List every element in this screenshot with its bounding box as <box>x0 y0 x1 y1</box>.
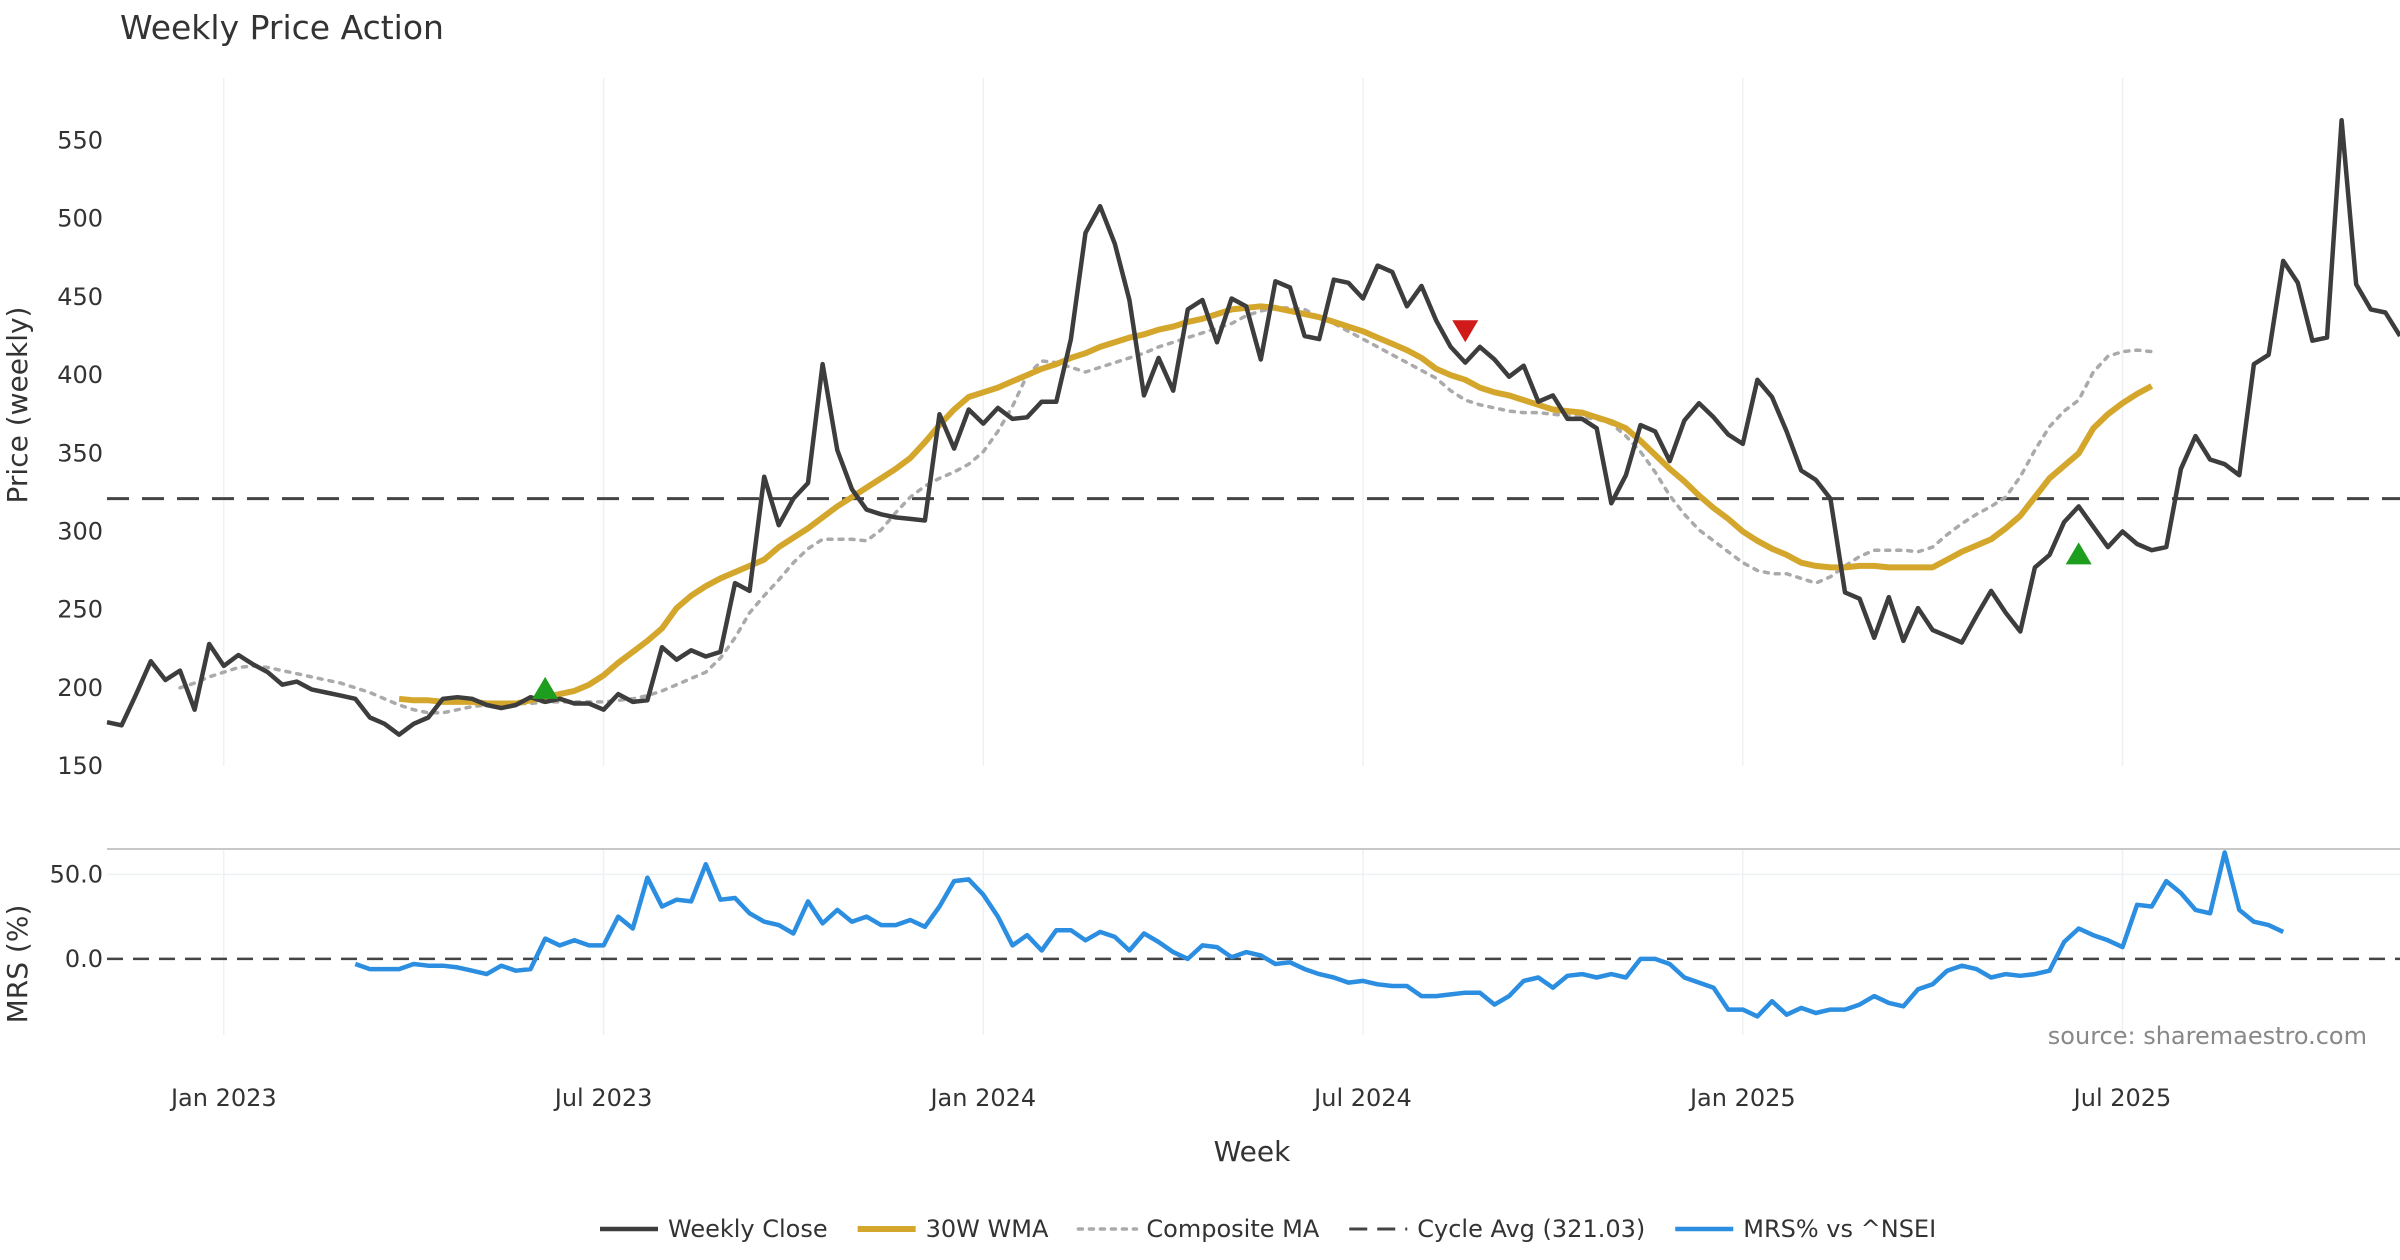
legend-label-composite-ma: Composite MA <box>1146 1215 1319 1243</box>
price-y-tick-label: 250 <box>57 596 103 624</box>
series-line-composite-ma <box>178 306 2154 715</box>
price-y-tick-label: 400 <box>57 361 103 389</box>
chart-title: Weekly Price Action <box>120 8 444 47</box>
price-y-axis-title: Price (weekly) <box>1 307 34 504</box>
mrs-gridlines <box>107 849 2400 1035</box>
series-line-mrs-vs-nsei <box>354 850 2285 1019</box>
x-tick-label: Jan 2025 <box>1688 1084 1796 1112</box>
x-tick-label: Jul 2025 <box>2072 1084 2172 1112</box>
price-y-tick-label: 200 <box>57 674 103 702</box>
x-tick-label: Jul 2023 <box>553 1084 653 1112</box>
price-y-tick-label: 350 <box>57 439 103 467</box>
legend-label-mrs-vs-nsei: MRS% vs ^NSEI <box>1743 1215 1936 1243</box>
series-line-weekly-close <box>106 117 2400 737</box>
series-line-30w-wma <box>398 303 2154 707</box>
price-y-tick-label: 500 <box>57 205 103 233</box>
mrs-y-tick-label: 50.0 <box>50 860 103 888</box>
x-tick-label: Jan 2024 <box>928 1084 1036 1112</box>
source-note: source: sharemaestro.com <box>2048 1022 2367 1050</box>
price-y-tick-label: 300 <box>57 518 103 546</box>
sell-signal-marker <box>1452 320 1479 343</box>
x-ticks: Jan 2023 Jul 2023 Jan 2024 Jul 2024 Jan 2025… <box>169 1084 2171 1112</box>
price-y-ticks: 150 200 250 300 350 400 450 500 550 <box>57 127 103 781</box>
signal-markers <box>532 320 2092 699</box>
legend-label-cycle-avg-321-03: Cycle Avg (321.03) <box>1417 1215 1645 1243</box>
price-gridlines <box>223 78 2124 766</box>
price-y-tick-label: 150 <box>57 752 103 780</box>
mrs-y-ticks: 0.0 50.0 <box>50 860 103 973</box>
price-y-tick-label: 550 <box>57 127 103 155</box>
x-axis-title: Week <box>1214 1135 1291 1168</box>
mrs-y-tick-label: 0.0 <box>65 945 103 973</box>
price-y-tick-label: 450 <box>57 283 103 311</box>
buy-signal-marker <box>2065 542 2092 565</box>
price-series <box>106 117 2400 737</box>
legend-label-weekly-close: Weekly Close <box>668 1215 828 1243</box>
mrs-y-axis-title: MRS (%) <box>1 905 34 1024</box>
x-tick-label: Jul 2024 <box>1312 1084 1412 1112</box>
legend-label-30w-wma: 30W WMA <box>926 1215 1049 1243</box>
mrs-series <box>354 850 2285 1019</box>
legend: Weekly Close 30W WMA Composite MA Cycle Avg… <box>600 1215 1936 1243</box>
buy-signal-marker <box>532 676 559 699</box>
x-tick-label: Jan 2023 <box>169 1084 277 1112</box>
